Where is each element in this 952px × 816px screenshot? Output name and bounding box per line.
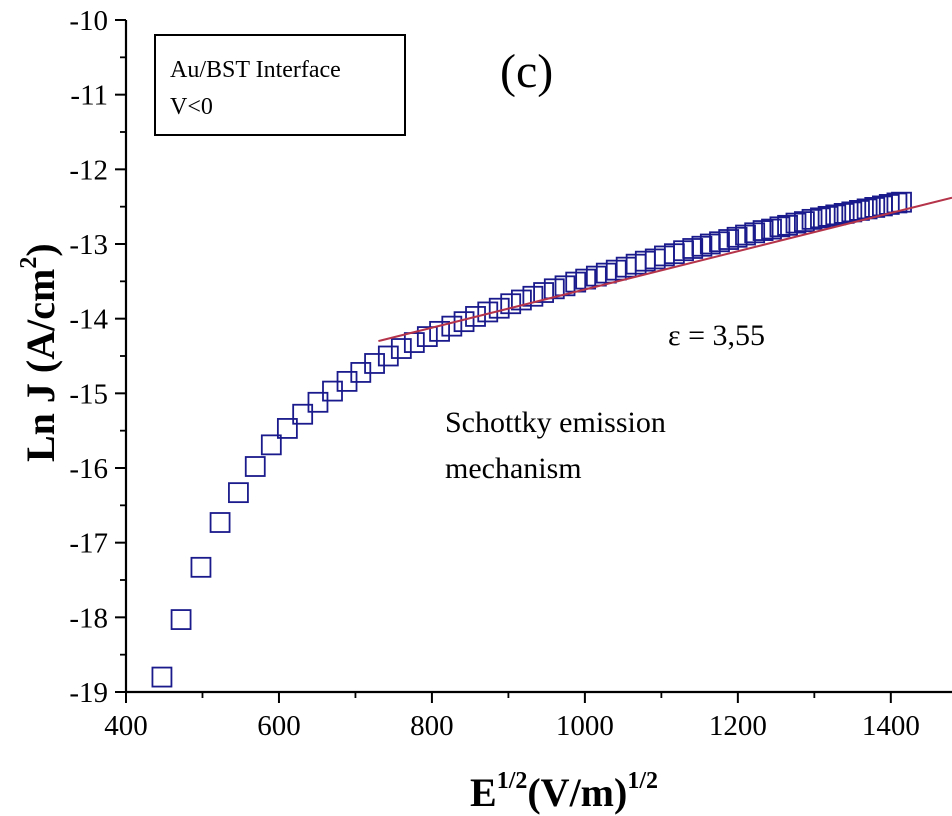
y-axis-title-sup: 2 (16, 257, 42, 269)
data-point (377, 345, 399, 367)
x-axis-title-sup2: 1/2 (627, 768, 658, 794)
x-tick-label: 1400 (862, 710, 920, 742)
data-markers (151, 191, 912, 688)
data-point (543, 278, 565, 300)
data-point (429, 320, 450, 342)
y-axis-title-tail: ) (18, 243, 63, 256)
y-tick-label: -11 (70, 80, 108, 112)
data-point (841, 201, 863, 223)
data-point (276, 418, 298, 439)
x-axis-title-sup1: 1/2 (497, 768, 528, 794)
data-point (891, 191, 912, 213)
data-point (801, 208, 823, 230)
x-tick-label: 600 (257, 710, 301, 742)
y-tick-label: -14 (69, 304, 108, 336)
data-point (416, 326, 438, 347)
data-point (209, 512, 231, 533)
data-point (761, 218, 782, 240)
data-point (190, 556, 212, 578)
fit-line (378, 196, 952, 343)
y-tick-label: -16 (69, 453, 108, 485)
x-tick-label: 1200 (709, 710, 767, 742)
data-point (726, 226, 748, 248)
x-tick-label: 400 (104, 710, 148, 742)
data-point (825, 204, 847, 226)
mechanism-annotation-line1: Schottky emission (445, 406, 666, 439)
y-tick-label: -10 (69, 5, 108, 37)
y-tick-label: -13 (69, 229, 108, 261)
data-point (390, 338, 412, 359)
y-tick-label: -17 (69, 528, 108, 560)
data-point (511, 289, 532, 311)
fit-line-group (378, 196, 952, 343)
data-point (244, 456, 266, 477)
data-point (292, 403, 314, 425)
data-point (170, 609, 192, 630)
data-point (752, 220, 774, 241)
data-point (260, 434, 282, 456)
x-tick-label: 1000 (556, 710, 614, 742)
data-point (465, 306, 486, 327)
data-point (833, 202, 855, 224)
data-point (307, 391, 329, 413)
data-point (718, 229, 740, 250)
legend-line-1: Au/BST Interface (170, 57, 341, 83)
data-point (364, 353, 385, 374)
x-axis-title-mid: (V/m) (527, 770, 627, 815)
y-ticks: -10 -11 -12 -13 -14 -15 -16 -17 -18 -19 (69, 5, 126, 709)
data-point (441, 315, 463, 337)
legend-line-2: V<0 (170, 94, 213, 120)
y-tick-label: -18 (69, 602, 108, 634)
data-point (151, 666, 173, 688)
data-point (810, 207, 831, 229)
y-axis-title-base: Ln J (A/cm (18, 269, 63, 462)
data-point (403, 332, 425, 353)
epsilon-annotation: ε = 3,55 (668, 319, 765, 352)
y-axis-title: Ln J (A/cm2) (16, 243, 63, 462)
data-point (691, 235, 713, 257)
data-point (228, 482, 249, 504)
x-axis-title-base: E (470, 770, 497, 815)
data-point (744, 222, 766, 244)
legend-box (154, 34, 406, 136)
legend: Au/BST Interface V<0 (154, 34, 406, 136)
x-ticks: 400 600 800 1000 1200 1400 (104, 692, 920, 742)
data-point (793, 211, 815, 233)
data-point (522, 285, 544, 307)
data-point (785, 212, 807, 234)
y-tick-label: -15 (69, 378, 108, 410)
panel-label: (c) (500, 45, 553, 98)
y-tick-label: -19 (69, 677, 108, 709)
x-axis-title: E1/2(V/m)1/2 (470, 768, 658, 815)
y-tick-label: -12 (69, 154, 108, 186)
x-tick-label: 800 (410, 710, 454, 742)
mechanism-annotation-line2: mechanism (445, 452, 582, 485)
data-point (769, 216, 791, 238)
data-point (817, 205, 839, 227)
data-point (777, 214, 798, 236)
data-point (533, 282, 554, 303)
data-point (500, 293, 522, 315)
